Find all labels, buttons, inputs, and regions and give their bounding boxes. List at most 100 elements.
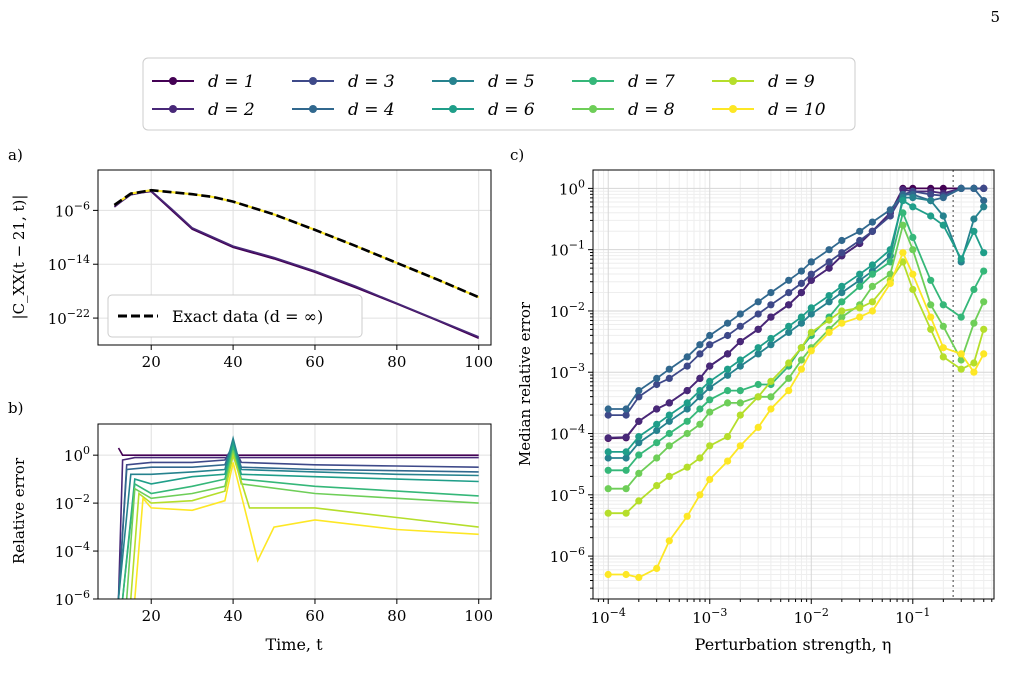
x-tick-label: 100 bbox=[464, 353, 493, 371]
data-point bbox=[797, 267, 806, 275]
x-tick-label: 60 bbox=[305, 353, 324, 371]
data-point bbox=[807, 276, 815, 284]
data-point bbox=[653, 405, 661, 413]
data-point bbox=[838, 313, 846, 321]
data-point bbox=[886, 270, 894, 278]
data-point bbox=[868, 282, 877, 290]
series-group bbox=[113, 188, 480, 340]
panel-a-frame bbox=[97, 169, 492, 346]
data-point bbox=[886, 212, 894, 220]
data-point bbox=[909, 270, 917, 278]
data-point bbox=[604, 448, 612, 456]
data-point bbox=[604, 570, 612, 579]
data-point bbox=[706, 384, 714, 392]
data-point bbox=[604, 405, 612, 413]
data-point bbox=[868, 307, 877, 315]
y-tick-label: 10−22 bbox=[48, 307, 90, 328]
legend-label: d = 2 bbox=[208, 100, 255, 120]
data-point bbox=[683, 429, 691, 438]
data-point bbox=[724, 319, 732, 327]
x-tick-label: 10−3 bbox=[692, 606, 727, 627]
data-point bbox=[665, 472, 673, 480]
legend-label: d = 9 bbox=[768, 72, 815, 92]
data-point bbox=[754, 325, 762, 333]
data-point bbox=[825, 328, 833, 336]
data-point bbox=[957, 255, 965, 263]
data-point bbox=[696, 491, 704, 499]
legend-label: d = 4 bbox=[348, 100, 395, 120]
data-point bbox=[767, 313, 775, 321]
legend-swatch-marker bbox=[589, 105, 597, 113]
data-point bbox=[635, 387, 643, 395]
legend-label: d = 5 bbox=[488, 72, 535, 92]
series-line-d=1 bbox=[117, 447, 479, 457]
data-point bbox=[754, 350, 762, 358]
panel-c-ticks: 10−4 10−3 10−2 10−1 100 10−1 10−2 10−3 10−4 10−5 1… bbox=[550, 177, 993, 627]
data-point bbox=[635, 573, 643, 582]
data-point bbox=[696, 393, 704, 401]
panel-c-xlabel: Perturbation strength, η bbox=[695, 635, 892, 654]
data-point bbox=[927, 325, 935, 333]
data-point bbox=[797, 356, 806, 364]
data-point bbox=[856, 276, 864, 284]
series-group bbox=[117, 435, 479, 599]
panel-b-ylabel: Relative error bbox=[10, 457, 28, 564]
data-point bbox=[736, 362, 744, 370]
x-tick-label: 60 bbox=[305, 607, 324, 625]
data-point bbox=[970, 215, 978, 223]
data-point bbox=[736, 322, 744, 330]
data-point bbox=[622, 570, 630, 579]
data-point bbox=[665, 365, 673, 373]
legend-swatch-marker bbox=[729, 77, 737, 85]
data-point bbox=[807, 310, 815, 318]
data-point bbox=[622, 433, 630, 441]
legend-swatch-marker bbox=[449, 105, 457, 113]
series-d=4 bbox=[604, 184, 988, 413]
panel-a-legend: Exact data (d = ∞) bbox=[107, 294, 363, 338]
data-point bbox=[980, 267, 988, 275]
data-point bbox=[970, 184, 978, 192]
series-line-d=5 bbox=[117, 435, 479, 599]
data-point bbox=[706, 362, 714, 370]
data-point bbox=[736, 338, 744, 346]
series-line-d=9 bbox=[130, 452, 479, 599]
legend-label: d = 8 bbox=[628, 100, 675, 120]
legend-entry-d10: d = 10 bbox=[712, 100, 826, 120]
data-point bbox=[767, 405, 775, 413]
data-point bbox=[706, 408, 714, 416]
data-point bbox=[767, 393, 775, 401]
data-point bbox=[939, 344, 947, 352]
x-tick-label: 10−4 bbox=[591, 606, 626, 627]
x-tick-label: 20 bbox=[142, 353, 161, 371]
series-d=9 bbox=[604, 258, 988, 517]
legend-label: d = 6 bbox=[488, 100, 535, 120]
data-point bbox=[868, 227, 877, 235]
data-point bbox=[724, 433, 732, 441]
data-point bbox=[622, 411, 630, 419]
data-point bbox=[706, 341, 714, 349]
data-point bbox=[939, 301, 947, 309]
data-point bbox=[909, 285, 917, 294]
data-point bbox=[957, 350, 965, 358]
data-point bbox=[838, 249, 846, 257]
x-tick-label: 10−1 bbox=[895, 606, 930, 627]
data-point bbox=[706, 475, 714, 484]
legend-swatch-marker bbox=[589, 77, 597, 85]
data-point bbox=[754, 380, 762, 389]
data-point bbox=[653, 426, 661, 435]
data-point bbox=[868, 270, 877, 278]
data-point bbox=[785, 301, 793, 309]
data-point bbox=[856, 282, 864, 290]
data-point bbox=[724, 350, 732, 358]
y-tick-label: 10−2 bbox=[550, 300, 585, 321]
data-point bbox=[653, 439, 661, 447]
data-point bbox=[665, 442, 673, 450]
series-line-d=10 bbox=[134, 462, 479, 599]
x-tick-label: 80 bbox=[387, 607, 406, 625]
data-point bbox=[838, 236, 846, 245]
panel-b-ticks: 20 40 60 80 100 100 10−2 10−4 10−6 bbox=[55, 444, 493, 625]
legend-swatch-marker bbox=[169, 105, 177, 113]
panel-label-b: b) bbox=[8, 399, 23, 417]
data-point bbox=[754, 344, 762, 352]
data-point bbox=[683, 512, 691, 520]
